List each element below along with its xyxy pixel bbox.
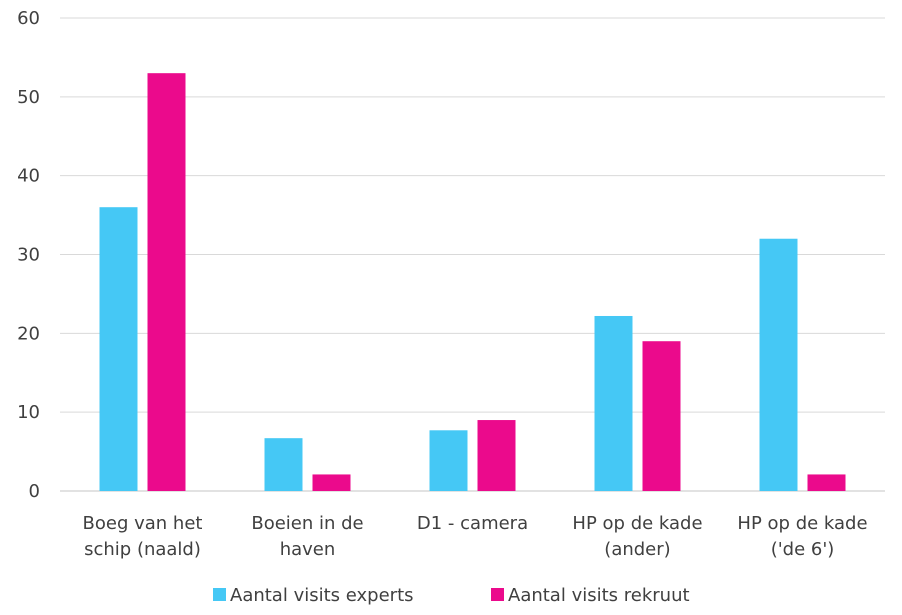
- bar-rekruut-3: [642, 341, 681, 491]
- x-category-label: HP op de kade (ander): [572, 513, 702, 560]
- y-tick-label: 10: [17, 402, 40, 423]
- x-category-label-line: Boeien in de: [251, 513, 363, 534]
- x-category-label-line: ('de 6'): [771, 539, 835, 560]
- x-category-label: Boeien in de haven: [251, 513, 363, 560]
- x-category-label: Boeg van het schip (naald): [83, 513, 203, 560]
- x-category-label-line: D1 - camera: [417, 513, 528, 534]
- legend-swatch-rekruut: [491, 588, 504, 601]
- bar-experts-4: [759, 238, 798, 491]
- x-category-label-line: HP op de kade: [572, 513, 702, 534]
- x-category-label-line: Boeg van het: [83, 513, 203, 534]
- legend-swatch-experts: [213, 588, 226, 601]
- y-tick-label: 50: [17, 87, 40, 108]
- y-tick-label: 60: [17, 8, 40, 29]
- x-category-label-line: schip (naald): [84, 539, 201, 560]
- y-tick-label: 40: [17, 166, 40, 187]
- x-category-label: HP op de kade ('de 6'): [737, 513, 867, 560]
- x-category-label-line: (ander): [604, 539, 670, 560]
- bar-rekruut-4: [807, 474, 846, 491]
- bars: [99, 73, 846, 491]
- x-axis-categories: Boeg van het schip (naald) Boeien in de hav…: [83, 513, 868, 560]
- y-tick-label: 20: [17, 323, 40, 344]
- legend: Aantal visits experts Aantal visits rekru…: [213, 585, 690, 606]
- y-tick-label: 0: [29, 481, 40, 502]
- bar-experts-0: [99, 207, 138, 491]
- legend-label-rekruut: Aantal visits rekruut: [508, 585, 690, 606]
- y-axis-ticks: 0 10 20 30 40 50 60: [17, 8, 40, 502]
- gridlines: [60, 17, 885, 492]
- bar-rekruut-1: [312, 474, 351, 491]
- x-category-label-line: HP op de kade: [737, 513, 867, 534]
- bar-experts-1: [264, 438, 303, 491]
- bar-experts-2: [429, 430, 468, 491]
- x-category-label-line: haven: [280, 539, 336, 560]
- y-tick-label: 30: [17, 245, 40, 266]
- legend-label-experts: Aantal visits experts: [230, 585, 414, 606]
- bar-rekruut-0: [147, 73, 186, 491]
- bar-rekruut-2: [477, 420, 516, 491]
- x-category-label: D1 - camera: [417, 513, 528, 534]
- bar-experts-3: [594, 315, 633, 491]
